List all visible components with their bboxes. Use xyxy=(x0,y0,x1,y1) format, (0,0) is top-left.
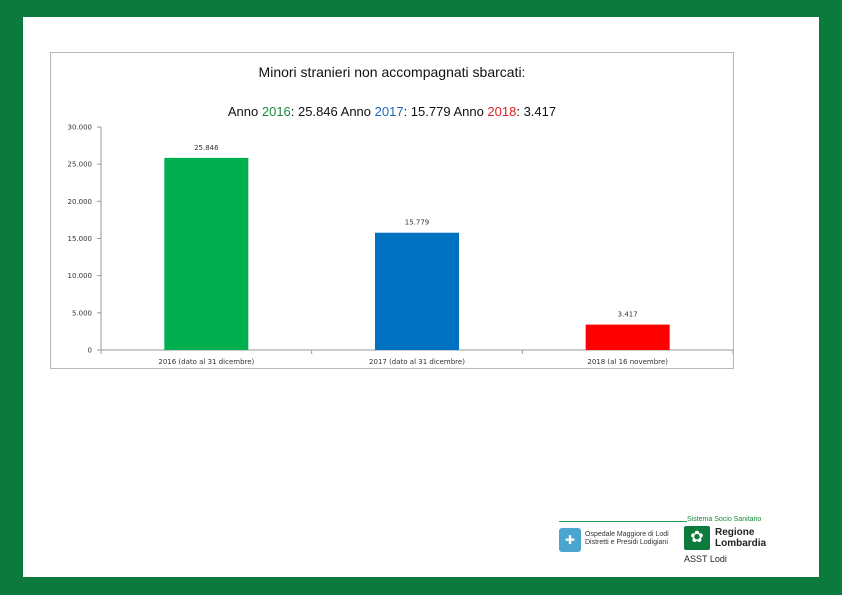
bar-0 xyxy=(164,157,249,350)
y-tick-label: 10.000 xyxy=(68,272,93,280)
hospital-name: Ospedale Maggiore di Lodi Distretti e Pr… xyxy=(585,531,669,547)
slide: Minori stranieri non accompagnati sbarca… xyxy=(23,17,819,577)
y-tick-label: 25.000 xyxy=(68,161,93,169)
logo-divider xyxy=(559,521,687,522)
subtitle-part: : 15.779 Anno xyxy=(403,104,488,119)
regione-lombardia-logo-icon: ✿ xyxy=(684,526,710,550)
footer-logos: Sistema Socio Sanitario ✚ Ospedale Maggi… xyxy=(557,514,797,570)
data-label: 3.417 xyxy=(618,311,638,319)
x-category-label: 2016 (dato al 31 dicembre) xyxy=(158,358,254,366)
subtitle-part: Anno xyxy=(227,104,262,119)
x-category-label: 2017 (dato al 31 dicembre) xyxy=(369,358,465,366)
region-line1: Regione xyxy=(715,527,755,538)
hospital-name-line1: Ospedale Maggiore di Lodi xyxy=(585,531,669,538)
bar-2 xyxy=(585,324,670,350)
sistema-socio-sanitario-label: Sistema Socio Sanitario xyxy=(687,516,762,523)
subtitle-part: : 3.417 xyxy=(516,104,557,119)
subtitle-year-2018: 2018 xyxy=(487,104,517,119)
y-tick-label: 20.000 xyxy=(68,198,93,206)
x-category-label: 2018 (al 16 novembre) xyxy=(587,358,668,366)
y-tick-label: 30.000 xyxy=(68,124,93,132)
y-tick-label: 5.000 xyxy=(72,309,92,317)
hospital-logo-icon: ✚ xyxy=(559,528,581,552)
subtitle-part: : 25.846 Anno xyxy=(290,104,375,119)
asst-lodi-label: ASST Lodi xyxy=(684,554,727,564)
hospital-name-line2: Distretti e Presidi Lodigiani xyxy=(585,539,668,546)
chart-container: Minori stranieri non accompagnati sbarca… xyxy=(50,52,734,369)
data-label: 15.779 xyxy=(405,219,430,227)
subtitle-year-2016: 2016 xyxy=(261,104,291,119)
chart-subtitle: Anno 2016: 25.846 Anno 2017: 15.779 Anno… xyxy=(51,104,733,119)
subtitle-year-2017: 2017 xyxy=(374,104,404,119)
bar-1 xyxy=(375,232,459,350)
data-label: 25.846 xyxy=(194,144,219,152)
bar-chart-plot: 0 5.000 10.000 15.000 20.000 25.000 30.000 25.8… xyxy=(68,124,733,366)
region-line2: Lombardia xyxy=(715,538,767,549)
y-tick-label: 0 xyxy=(88,347,92,355)
regione-lombardia-label: Regione Lombardia xyxy=(715,527,766,549)
y-tick-label: 15.000 xyxy=(68,235,93,243)
chart-title: Minori stranieri non accompagnati sbarca… xyxy=(258,64,526,80)
